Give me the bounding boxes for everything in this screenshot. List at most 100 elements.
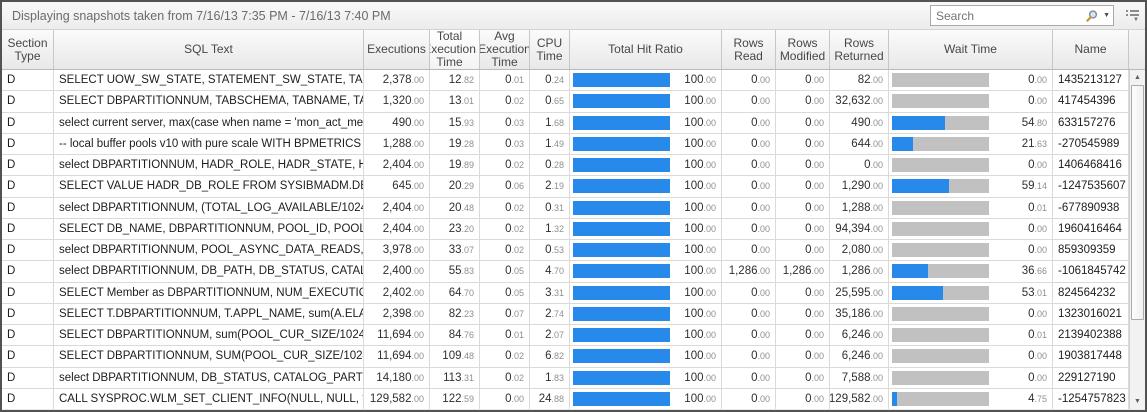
- column-header-rows-returned[interactable]: Rows Returned: [830, 30, 889, 69]
- column-header-rows-read[interactable]: Rows Read: [722, 30, 776, 69]
- value-decimal-part: .00: [757, 308, 770, 319]
- table-row[interactable]: D SELECT Member as DBPARTITIONNUM, NUM_EX…: [2, 282, 1129, 304]
- search-input[interactable]: [931, 8, 1086, 23]
- value-integer-part: 100: [684, 74, 704, 87]
- table-row[interactable]: D SELECT T.DBPARTITIONNUM, T.APPL_NAME, s…: [2, 303, 1129, 325]
- table-row[interactable]: D CALL SYSPROC.WLM_SET_CLIENT_INFO(NULL, …: [2, 388, 1129, 409]
- bar-fill: [892, 264, 928, 279]
- column-header-avg-execution-time[interactable]: Avg Execution Time: [480, 30, 530, 69]
- value-decimal-part: .00: [703, 160, 716, 171]
- table-row[interactable]: D -- local buffer pools v10 with pure sca…: [2, 133, 1129, 155]
- hit-ratio-bar: [573, 349, 670, 364]
- column-header-label: Name: [1074, 42, 1107, 56]
- sort-asc-icon: ▲: [479, 43, 480, 56]
- cell-total-execution-time: 20.48: [430, 197, 480, 218]
- column-header-rows-modified[interactable]: Rows Modified: [776, 30, 830, 69]
- column-header-section-type[interactable]: Section Type: [2, 30, 54, 69]
- scroll-down-icon[interactable]: ▼: [1134, 398, 1141, 405]
- value-integer-part: 0: [805, 159, 812, 172]
- cell-sql-text: SELECT T.DBPARTITIONNUM, T.APPL_NAME, su…: [54, 303, 364, 324]
- search-box[interactable]: ▼: [930, 5, 1114, 26]
- cell-rows-modified: 0.00: [776, 346, 830, 367]
- value-integer-part: 35,186: [835, 307, 871, 320]
- table-row[interactable]: D SELECT VALUE HADR_DB_ROLE FROM SYSIBMAD…: [2, 176, 1129, 198]
- value-integer-part: 2,398: [382, 307, 412, 320]
- value-integer-part: 11,694: [377, 329, 412, 342]
- table-row[interactable]: D SELECT DB_NAME, DBPARTITIONNUM, POOL_ID…: [2, 218, 1129, 240]
- table-row[interactable]: D SELECT DBPARTITIONNUM, TABSCHEMA, TABNA…: [2, 91, 1129, 113]
- value-integer-part: 2,400: [382, 265, 412, 278]
- cell-section-type: D: [2, 197, 54, 218]
- value-integer-part: 21: [1021, 137, 1035, 150]
- bar-fill: [573, 221, 670, 236]
- value-integer-part: 20: [448, 201, 462, 214]
- search-icon[interactable]: [1085, 9, 1099, 23]
- column-header-label: Section Type: [7, 35, 48, 63]
- cell-rows-modified: 0.00: [776, 367, 830, 388]
- value-decimal-part: .00: [1034, 223, 1047, 234]
- value-decimal-part: .05: [511, 266, 524, 277]
- cell-total-execution-time: 113.31: [430, 367, 480, 388]
- table-row[interactable]: D SELECT DBPARTITIONNUM, SUM(POOL_CUR_SIZ…: [2, 346, 1129, 368]
- cell-executions: 2,378.00: [364, 70, 430, 91]
- scrollbar-track[interactable]: [1130, 85, 1145, 394]
- value-decimal-part: .14: [1034, 181, 1047, 192]
- cell-wait-time: 0.01: [889, 325, 1053, 346]
- column-header-wait-time[interactable]: Wait Time: [889, 30, 1053, 69]
- column-header-label: Total Hit Ratio: [608, 42, 683, 56]
- cell-sql-text: SELECT DBPARTITIONNUM, TABSCHEMA, TABNAM…: [54, 91, 364, 112]
- cell-sql-text: SELECT UOW_SW_STATE, STATEMENT_SW_STATE,…: [54, 70, 364, 91]
- search-options-caret-icon[interactable]: ▼: [1103, 12, 1110, 19]
- scrollbar-thumb[interactable]: [1131, 85, 1144, 320]
- value-integer-part: 0: [805, 307, 812, 320]
- value-decimal-part: .00: [811, 160, 824, 171]
- column-header-executions[interactable]: Executions: [364, 30, 430, 69]
- cell-section-type: D: [2, 303, 54, 324]
- hit-ratio-bar: [573, 221, 670, 236]
- bar-fill: [573, 243, 670, 258]
- cell-cpu-time: 4.70: [530, 261, 570, 282]
- cell-total-execution-time: 20.29: [430, 176, 480, 197]
- vertical-scrollbar[interactable]: ▲ ▼: [1129, 70, 1145, 409]
- bar-fill: [573, 285, 670, 300]
- cell-section-type: D: [2, 218, 54, 239]
- value-decimal-part: .00: [811, 287, 824, 298]
- column-header-total-execution-time[interactable]: Total Execution Time▲: [430, 30, 480, 69]
- hit-ratio-bar: [573, 243, 670, 258]
- cell-rows-read: 0.00: [722, 240, 776, 261]
- value-integer-part: 0: [805, 116, 812, 129]
- cell-total-execution-time: 122.59: [430, 388, 480, 409]
- hit-ratio-bar: [573, 94, 670, 109]
- value-decimal-part: .29: [461, 181, 474, 192]
- cell-name: 1903817448: [1053, 346, 1129, 367]
- value-integer-part: 0: [751, 350, 758, 363]
- hit-ratio-bar: [573, 370, 670, 385]
- column-menu-icon[interactable]: ▼: [1121, 6, 1139, 26]
- column-header-name[interactable]: Name: [1053, 30, 1129, 69]
- value-integer-part: 0: [505, 137, 512, 150]
- cell-section-type: D: [2, 133, 54, 154]
- header-filler: [1129, 30, 1145, 69]
- table-row[interactable]: D SELECT UOW_SW_STATE, STATEMENT_SW_STATE…: [2, 70, 1129, 92]
- scroll-up-icon[interactable]: ▲: [1134, 74, 1141, 81]
- cell-total-hit-ratio: 100.00: [570, 91, 722, 112]
- cell-executions: 1,320.00: [364, 91, 430, 112]
- column-header-sql-text[interactable]: SQL Text: [54, 30, 364, 69]
- value-decimal-part: .00: [411, 160, 424, 171]
- value-integer-part: 0: [805, 95, 812, 108]
- table-row[interactable]: D SELECT DBPARTITIONNUM, sum(POOL_CUR_SIZ…: [2, 325, 1129, 347]
- value-integer-part: 12: [448, 74, 462, 87]
- cell-rows-returned: 2,080.00: [830, 240, 889, 261]
- value-decimal-part: .00: [757, 138, 770, 149]
- wait-time-bar: [892, 306, 989, 321]
- value-decimal-part: .53: [551, 245, 564, 256]
- column-header-cpu-time[interactable]: CPU Time: [530, 30, 570, 69]
- column-header-total-hit-ratio[interactable]: Total Hit Ratio: [570, 30, 722, 69]
- cell-avg-execution-time: 0.00: [480, 388, 530, 409]
